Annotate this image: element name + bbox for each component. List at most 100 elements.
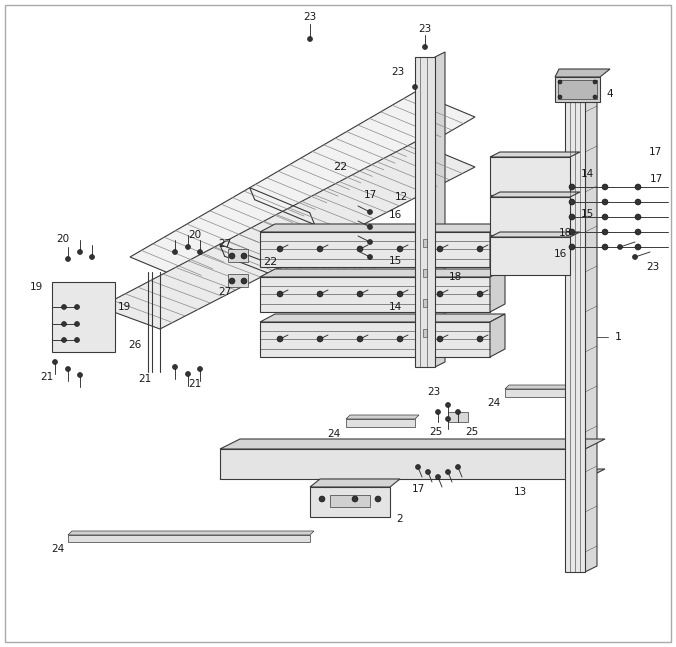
- Text: 17: 17: [648, 147, 662, 157]
- Text: 27: 27: [218, 239, 232, 249]
- Circle shape: [477, 336, 483, 342]
- Circle shape: [569, 229, 575, 235]
- Polygon shape: [100, 142, 475, 329]
- Circle shape: [172, 364, 178, 369]
- Circle shape: [416, 465, 420, 470]
- Circle shape: [62, 322, 66, 327]
- Circle shape: [357, 246, 363, 252]
- Text: 24: 24: [327, 429, 340, 439]
- Polygon shape: [490, 314, 505, 357]
- Polygon shape: [490, 269, 505, 312]
- Circle shape: [89, 254, 95, 259]
- Polygon shape: [310, 487, 390, 517]
- Circle shape: [569, 244, 575, 250]
- Circle shape: [602, 214, 608, 220]
- Polygon shape: [346, 419, 415, 427]
- Polygon shape: [228, 249, 248, 262]
- Text: 15: 15: [389, 256, 402, 266]
- Circle shape: [375, 496, 381, 502]
- Circle shape: [185, 371, 191, 377]
- Polygon shape: [490, 152, 580, 157]
- Polygon shape: [130, 92, 475, 282]
- Text: 23: 23: [418, 24, 431, 34]
- Circle shape: [569, 184, 575, 190]
- Circle shape: [437, 291, 443, 297]
- Circle shape: [277, 336, 283, 342]
- Text: 16: 16: [554, 249, 566, 259]
- Text: 22: 22: [333, 162, 347, 172]
- Polygon shape: [260, 269, 505, 277]
- Circle shape: [277, 291, 283, 297]
- Circle shape: [74, 338, 80, 342]
- Polygon shape: [260, 322, 490, 357]
- Text: 27: 27: [218, 287, 232, 297]
- Polygon shape: [415, 57, 435, 367]
- Polygon shape: [52, 282, 115, 352]
- Polygon shape: [260, 314, 505, 322]
- Polygon shape: [505, 385, 584, 389]
- Circle shape: [357, 336, 363, 342]
- Polygon shape: [260, 224, 505, 232]
- Polygon shape: [490, 224, 505, 267]
- Text: 20: 20: [56, 234, 70, 244]
- Circle shape: [368, 225, 372, 230]
- Polygon shape: [310, 479, 400, 487]
- Circle shape: [633, 254, 637, 259]
- Polygon shape: [585, 96, 597, 572]
- Circle shape: [445, 402, 450, 408]
- Polygon shape: [505, 389, 580, 397]
- Text: 22: 22: [263, 257, 277, 267]
- Circle shape: [78, 250, 82, 254]
- Circle shape: [635, 244, 641, 250]
- Circle shape: [317, 291, 323, 297]
- Text: 18: 18: [448, 272, 462, 282]
- Circle shape: [437, 246, 443, 252]
- Circle shape: [617, 245, 623, 250]
- Circle shape: [602, 199, 608, 205]
- Circle shape: [558, 80, 562, 84]
- Polygon shape: [260, 232, 490, 267]
- Circle shape: [308, 36, 312, 41]
- Circle shape: [397, 246, 403, 252]
- Circle shape: [62, 338, 66, 342]
- Circle shape: [445, 470, 450, 474]
- Text: 19: 19: [118, 302, 131, 312]
- Polygon shape: [220, 449, 585, 479]
- Circle shape: [317, 336, 323, 342]
- Text: 16: 16: [389, 210, 402, 220]
- Polygon shape: [260, 277, 490, 312]
- Circle shape: [456, 410, 460, 415]
- Circle shape: [74, 305, 80, 309]
- Text: 21: 21: [139, 374, 151, 384]
- Circle shape: [602, 229, 608, 235]
- Circle shape: [197, 366, 203, 371]
- Circle shape: [368, 254, 372, 259]
- Text: 17: 17: [364, 190, 377, 200]
- Circle shape: [241, 278, 247, 284]
- Circle shape: [435, 410, 441, 415]
- Polygon shape: [330, 495, 370, 507]
- Circle shape: [62, 305, 66, 309]
- Text: 25: 25: [465, 427, 479, 437]
- Circle shape: [357, 291, 363, 297]
- Text: 21: 21: [189, 379, 201, 389]
- Text: 14: 14: [389, 302, 402, 312]
- Circle shape: [352, 496, 358, 502]
- Text: 17: 17: [650, 174, 662, 184]
- Circle shape: [477, 246, 483, 252]
- Circle shape: [185, 245, 191, 250]
- Circle shape: [593, 95, 597, 99]
- Text: 23: 23: [646, 262, 660, 272]
- Circle shape: [241, 253, 247, 259]
- Text: 18: 18: [558, 228, 572, 238]
- Circle shape: [277, 246, 283, 252]
- Polygon shape: [423, 299, 427, 307]
- Polygon shape: [220, 469, 605, 479]
- Polygon shape: [565, 102, 585, 572]
- Text: 20: 20: [189, 230, 201, 240]
- Text: 12: 12: [395, 192, 408, 202]
- Circle shape: [368, 239, 372, 245]
- Polygon shape: [228, 274, 248, 287]
- Circle shape: [569, 199, 575, 205]
- Circle shape: [229, 278, 235, 284]
